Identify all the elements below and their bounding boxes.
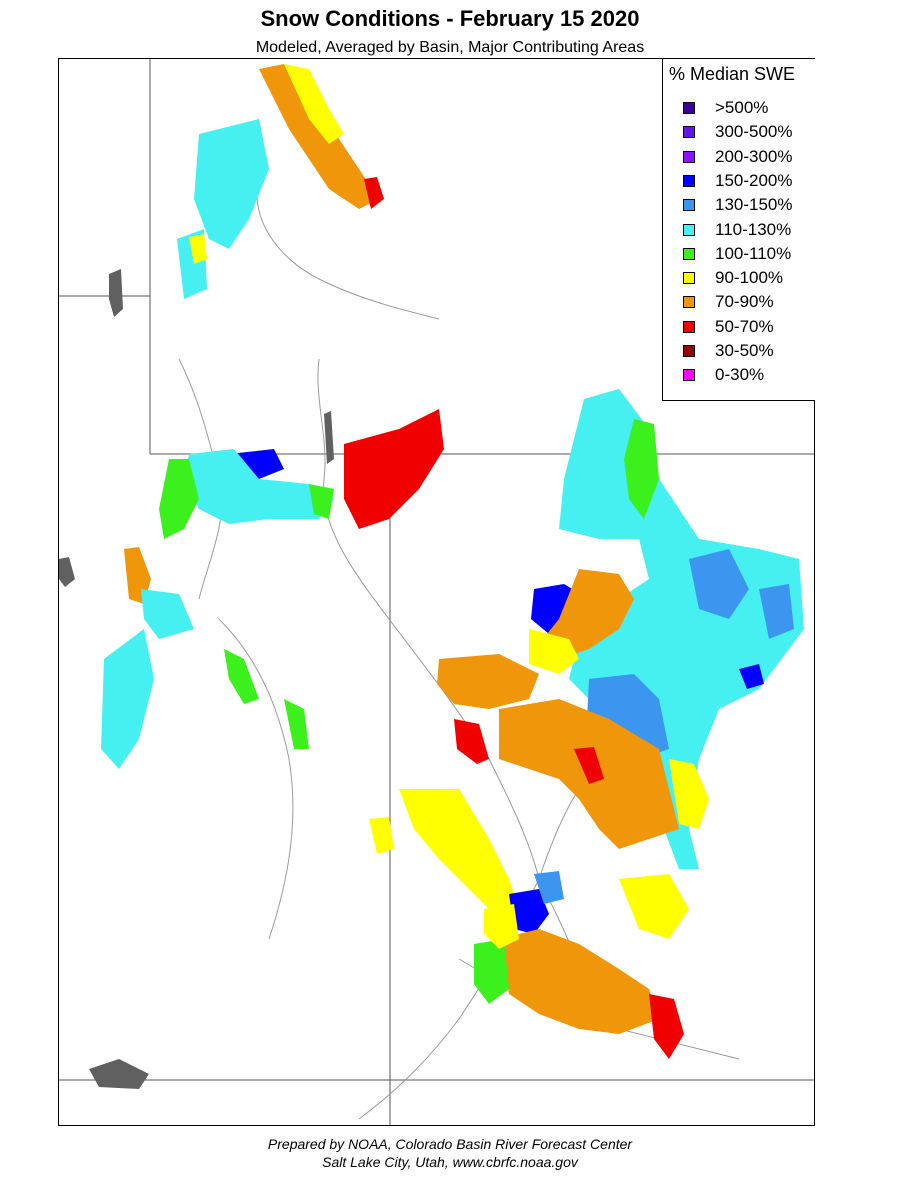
map-subtitle: Modeled, Averaged by Basin, Major Contri… [255, 39, 645, 56]
map-canvas [59, 59, 814, 1125]
snake-river [256, 178, 440, 320]
basin-animas-light-blue [534, 871, 564, 904]
basin-sevier-green [224, 649, 259, 704]
basin-duchesne-orange [437, 654, 539, 709]
basin-teton-yellow [189, 234, 207, 264]
basin-yampa-blue-light-2 [759, 584, 794, 639]
basin-san-juan-yellow-2 [484, 904, 519, 949]
legend-swatch [683, 199, 695, 212]
legend-label: 200-300% [715, 146, 793, 166]
legend-swatch [683, 150, 695, 163]
basin-gunnison-red [574, 747, 604, 784]
legend-item: 100-110% [683, 243, 813, 265]
legend-item: 0-30% [683, 365, 813, 386]
basin-weber-green [159, 459, 199, 539]
legend-label: 130-150% [715, 195, 793, 215]
basin-upper-green-red [344, 409, 444, 529]
legend-swatch [683, 223, 695, 236]
legend-swatch [683, 272, 695, 285]
legend-item: 50-70% [683, 316, 813, 338]
basin-sevier-cyan [101, 629, 154, 769]
basin-polygons [101, 64, 804, 1059]
legend-label: 150-200% [715, 170, 793, 190]
legend-label: 100-110% [715, 243, 792, 263]
basin-sevier-green-2 [284, 699, 309, 749]
legend-swatch [683, 102, 695, 114]
legend-item: 30-50% [683, 341, 813, 362]
legend-swatch [683, 174, 695, 187]
basin-provo-cyan [141, 589, 194, 639]
basin-white-yellow [529, 629, 579, 674]
legend-swatch [683, 126, 695, 139]
flaming-gorge [324, 411, 334, 464]
legend-label: 30-50% [715, 341, 774, 360]
legend-swatch [683, 369, 695, 382]
legend-label: 110-130% [715, 219, 792, 239]
basin-chama-red [649, 994, 684, 1059]
basin-weber-cyan [184, 449, 334, 524]
basin-san-juan-orange [499, 929, 659, 1034]
basin-san-juan-green [474, 939, 509, 1004]
legend-item: >500% [683, 98, 813, 119]
legend-title: % Median SWE [669, 64, 796, 84]
basin-white-orange [539, 569, 634, 659]
legend-item: 90-100% [683, 268, 813, 289]
legend-label: 50-70% [715, 316, 774, 336]
basin-white-blue-2 [739, 664, 764, 689]
map-title: Snow Conditions - February 15 2020 [260, 6, 640, 31]
legend-item: 110-130% [683, 219, 813, 241]
legend-swatch [683, 247, 695, 260]
legend-swatch [683, 345, 695, 357]
basin-upper-snake-yellow [284, 64, 344, 144]
sevier-river [218, 618, 294, 940]
legend-swatch [683, 320, 695, 333]
basin-yampa-blue-light [689, 549, 749, 619]
basin-dolores-yellow [399, 789, 519, 919]
legend-label: 0-30% [715, 365, 765, 385]
basin-animas-blue [509, 889, 549, 934]
basin-dolores-yellow-2 [369, 817, 394, 854]
basin-price-red [454, 719, 489, 764]
legend-item: 70-90% [683, 292, 813, 313]
lake-powell [89, 1059, 149, 1089]
legend-swatch [683, 296, 695, 309]
legend-item: 300-500% [683, 122, 813, 143]
basin-upper-snake-orange [259, 64, 379, 209]
legend-label: >500% [715, 98, 769, 117]
bear-lake [109, 269, 123, 317]
legend-label: 70-90% [715, 292, 774, 312]
legend-label: 300-500% [715, 122, 793, 142]
basin-weber-green-2 [309, 484, 334, 519]
lakes [59, 269, 334, 1089]
basin-teton-cyan [194, 119, 269, 249]
basin-uncompahgre-yellow [669, 759, 709, 829]
basin-san-juan-yellow [619, 874, 689, 939]
footer-credit: Prepared by NOAA, Colorado Basin River F… [267, 1136, 633, 1152]
basin-upper-snake-red [364, 177, 384, 209]
utah-lake [59, 557, 75, 587]
legend-item: 200-300% [683, 146, 813, 168]
legend-item: 130-150% [683, 195, 813, 216]
footer-location: Salt Lake City, Utah, www.cbrfc.noaa.gov [322, 1154, 578, 1170]
legend-label: 90-100% [715, 268, 784, 288]
basin-roaring-fork-cyan-green [624, 419, 659, 519]
legend: % Median SWE >500% 300-500% 200-300% 150-20… [662, 59, 815, 401]
legend-item: 150-200% [683, 170, 813, 192]
